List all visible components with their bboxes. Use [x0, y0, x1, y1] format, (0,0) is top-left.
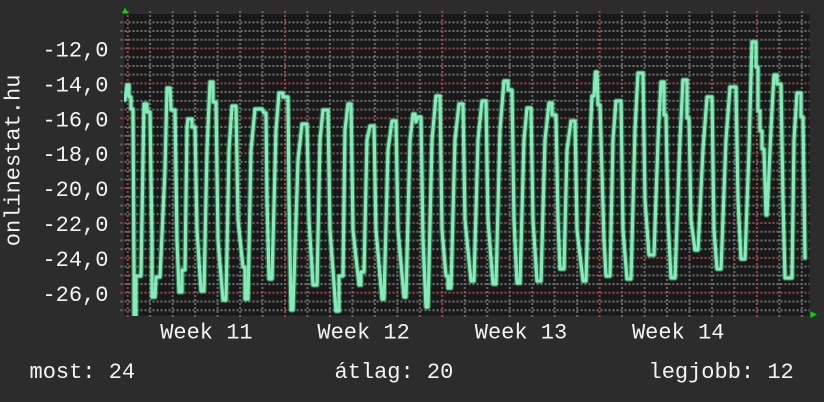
svg-text:-26,0: -26,0 [42, 283, 108, 308]
svg-text:-18,0: -18,0 [42, 143, 108, 168]
svg-text:Week 13: Week 13 [475, 320, 567, 345]
svg-text:átlag: 20: átlag: 20 [335, 360, 454, 385]
svg-text:Week 14: Week 14 [632, 320, 724, 345]
svg-text:-24,0: -24,0 [42, 248, 108, 273]
svg-text:-16,0: -16,0 [42, 108, 108, 133]
svg-text:-12,0: -12,0 [42, 39, 108, 64]
svg-text:most: 24: most: 24 [30, 360, 136, 385]
svg-text:-20,0: -20,0 [42, 178, 108, 203]
svg-text:Week 11: Week 11 [160, 320, 252, 345]
svg-text:onlinestat.hu: onlinestat.hu [2, 75, 27, 247]
svg-text:-14,0: -14,0 [42, 73, 108, 98]
svg-text:legjobb: 12: legjobb: 12 [649, 360, 794, 385]
svg-text:-22,0: -22,0 [42, 213, 108, 238]
svg-text:Week 12: Week 12 [317, 320, 409, 345]
